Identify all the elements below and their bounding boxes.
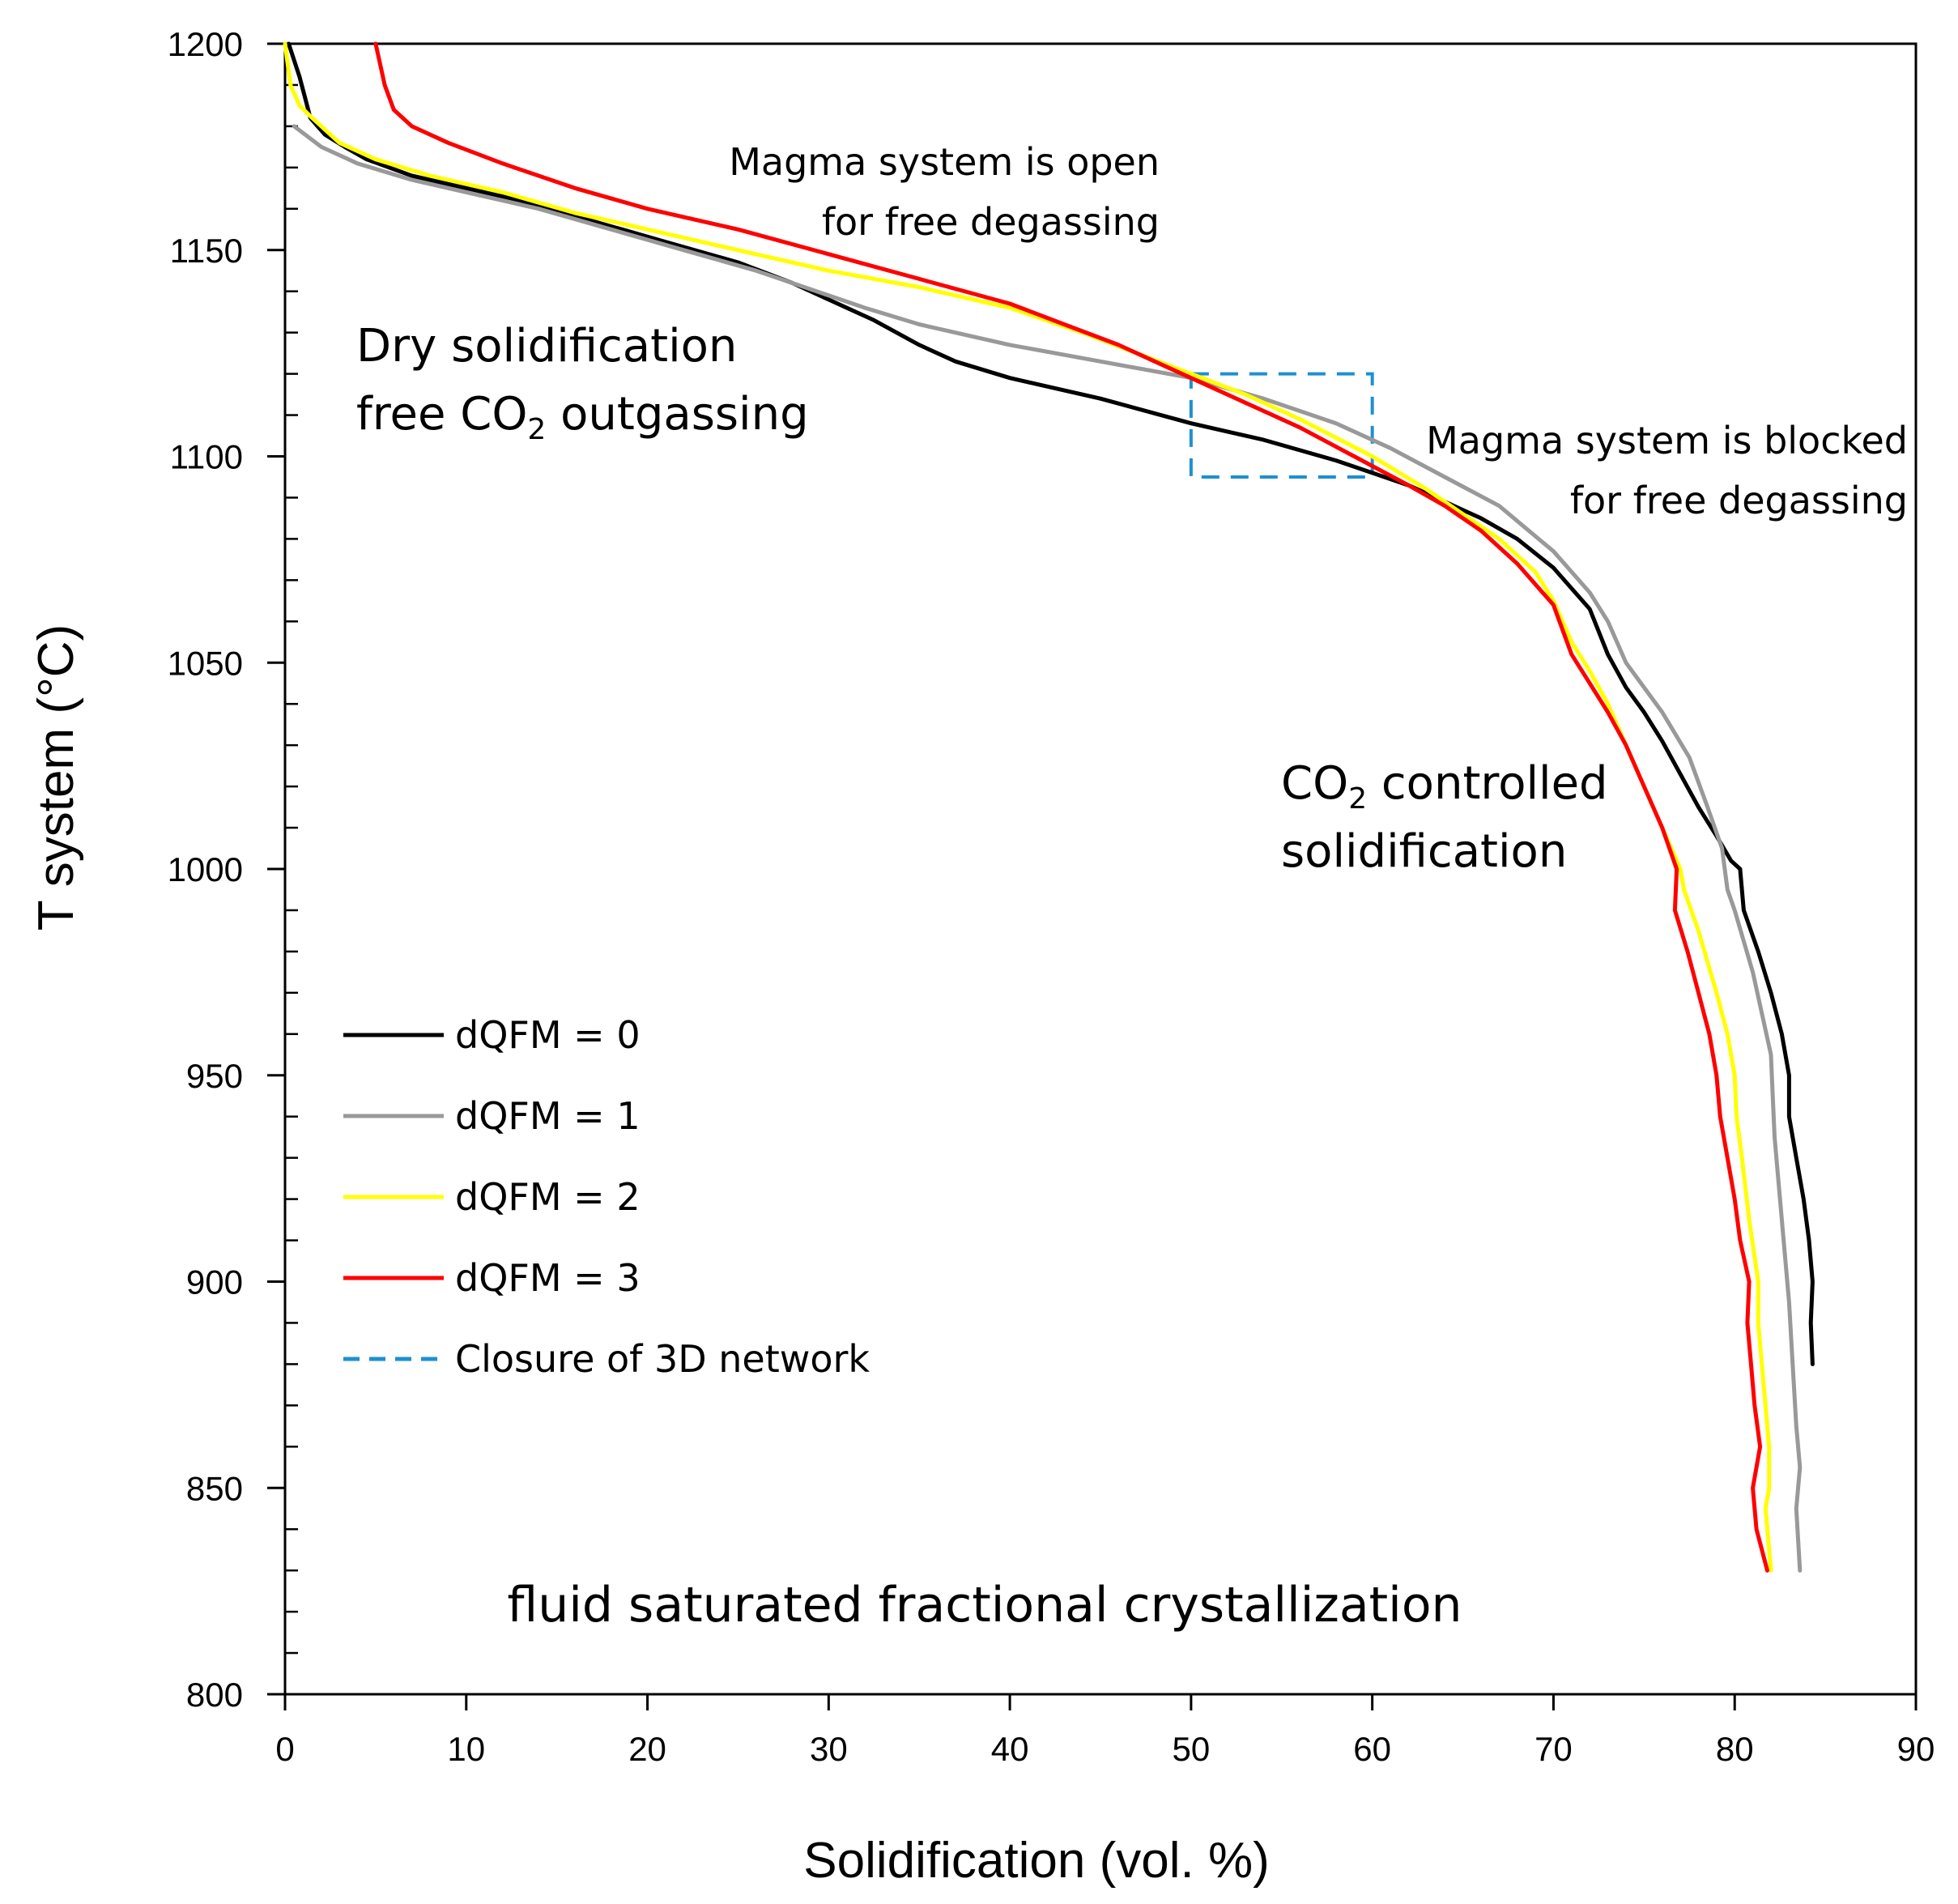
x-tick-label-0: 0: [275, 1730, 294, 1768]
closure-of-3d-network-box: [1189, 372, 1374, 479]
x-tick-label-40: 40: [991, 1730, 1029, 1768]
y-tick-label-1200: 1200: [168, 25, 243, 63]
y-minor-ticks: [285, 83, 298, 1655]
series-layer: [283, 41, 1815, 1573]
annotation-open-line2: for free degassing: [822, 200, 1160, 244]
legend-label-0: dQFM = 0: [455, 1013, 641, 1057]
legend-label-1: dQFM = 1: [455, 1094, 641, 1138]
y-axis-title: T system (°C): [28, 624, 84, 931]
series-line-dqfm-3: [373, 41, 1769, 1573]
annotation-open-line1: Magma system is open: [729, 140, 1160, 184]
series-line-dqfm-2: [283, 41, 1773, 1573]
co2-line1-post: controlled: [1367, 757, 1607, 810]
x-tick-label-50: 50: [1173, 1730, 1211, 1768]
dry-line2-sub: 2: [527, 413, 546, 446]
annotation-dry-line2: free CO2 outgassing: [356, 388, 809, 446]
legend-label-4: Closure of 3D network: [455, 1337, 870, 1381]
legend: dQFM = 0 dQFM = 1 dQFM = 2 dQFM = 3 Closure …: [343, 1013, 870, 1381]
y-tick-label-900: 900: [186, 1263, 243, 1301]
y-tick-label-1100: 1100: [170, 438, 243, 476]
annotation-blocked-line1: Magma system is blocked: [1426, 419, 1908, 462]
x-tick-label-90: 90: [1897, 1730, 1935, 1768]
annotation-co2-line2: solidification: [1281, 825, 1567, 878]
dry-line2-post: outgassing: [546, 388, 808, 441]
y-tick-label-800: 800: [186, 1676, 243, 1714]
x-tick-label-30: 30: [810, 1730, 848, 1768]
x-axis-title: Solidification (vol. %): [803, 1833, 1269, 1889]
x-tick-label-70: 70: [1534, 1730, 1573, 1768]
series-line-dqfm-1: [292, 124, 1803, 1573]
legend-label-3: dQFM = 3: [455, 1256, 641, 1300]
x-tick-label-10: 10: [447, 1730, 485, 1768]
annotation-co2-line1: CO2 controlled: [1281, 757, 1608, 816]
y-tick-label-1050: 1050: [168, 644, 243, 682]
annotation-dry-line1: Dry solidification: [356, 320, 737, 373]
y-tick-label-1000: 1000: [168, 850, 243, 888]
legend-label-2: dQFM = 2: [455, 1175, 641, 1219]
co2-line1-sub: 2: [1348, 782, 1367, 816]
x-tick-label-80: 80: [1716, 1730, 1754, 1768]
co2-line1-pre: CO: [1281, 757, 1348, 810]
y-axis: 800 850 900 950 1000 1050 1100 1150 1200: [168, 25, 285, 1714]
y-tick-label-1150: 1150: [170, 232, 243, 270]
x-tick-label-20: 20: [628, 1730, 666, 1768]
annotation-blocked-line2: for free degassing: [1570, 479, 1908, 522]
y-tick-label-850: 850: [186, 1469, 243, 1507]
annotation-bottom: fluid saturated fractional crystallizati…: [507, 1577, 1462, 1634]
x-axis: 0 10 20 30 40 50 60 70 80 90: [275, 1694, 1935, 1768]
dry-line2-pre: free CO: [356, 388, 527, 441]
y-tick-label-950: 950: [186, 1057, 243, 1095]
x-tick-label-60: 60: [1353, 1730, 1391, 1768]
